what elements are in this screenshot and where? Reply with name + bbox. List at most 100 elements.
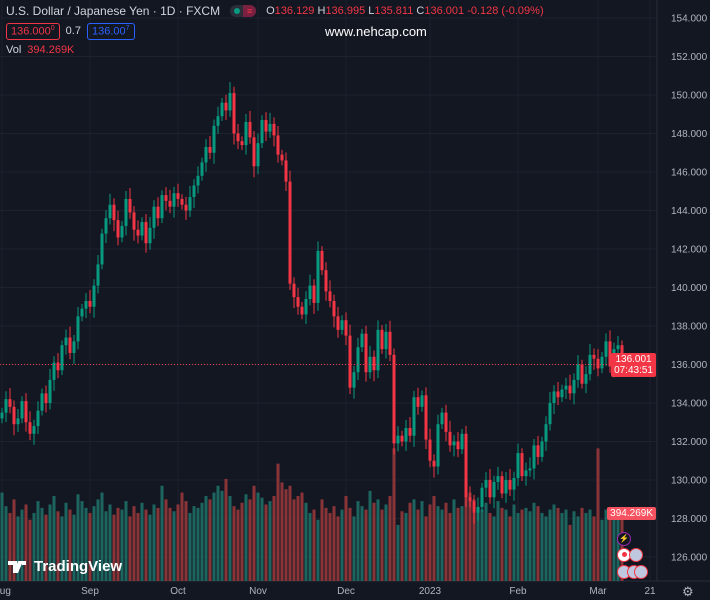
volume-bar — [276, 463, 280, 581]
tradingview-logo[interactable]: TradingView — [8, 558, 122, 575]
volume-bar — [496, 501, 500, 581]
candle-body — [132, 212, 136, 230]
volume-bar — [512, 504, 516, 581]
price-tick-label: 152.000 — [671, 52, 708, 63]
volume-bar — [528, 511, 532, 581]
volume-bar — [156, 507, 160, 581]
volume-bar — [524, 507, 528, 581]
candle-body — [28, 422, 32, 434]
candle-body — [428, 439, 432, 461]
market-status-toggle[interactable]: ≡ — [230, 5, 257, 17]
candle-body — [120, 225, 124, 238]
sell-button[interactable]: 136.0000 — [6, 23, 60, 40]
volume-bar — [556, 507, 560, 581]
volume-bar — [472, 499, 476, 581]
candle-body — [512, 478, 516, 490]
volume-bar — [216, 485, 220, 581]
watermark-text: www.nehcap.com — [325, 24, 427, 39]
candle-body — [328, 291, 332, 301]
candle-body — [100, 233, 104, 265]
volume-bar — [284, 489, 288, 581]
candle-body — [448, 431, 452, 446]
volume-bar — [380, 509, 384, 581]
candle-body — [388, 331, 392, 355]
volume-bar — [164, 499, 168, 581]
volume-bar — [44, 514, 48, 581]
volume-bar — [132, 506, 136, 581]
candle-body — [528, 468, 532, 471]
volume-bar — [200, 502, 204, 581]
candle-body — [412, 397, 416, 436]
candle-body — [604, 341, 608, 357]
volume-bar — [440, 509, 444, 581]
candle-body — [256, 143, 260, 167]
volume-bar — [272, 495, 276, 581]
volume-bar — [184, 501, 188, 581]
time-tick-label: Oct — [170, 586, 186, 597]
candle-body — [300, 306, 304, 315]
candle-body — [176, 193, 180, 199]
volume-bar — [412, 499, 416, 581]
candle-body — [260, 120, 264, 144]
us-flag-event-icon[interactable] — [634, 565, 648, 579]
symbol-title[interactable]: U.S. Dollar / Japanese Yen · 1D · FXCM — [6, 4, 221, 18]
volume-bar — [308, 512, 312, 581]
candle-body — [232, 93, 236, 134]
candle-body — [456, 441, 460, 450]
candle-body — [92, 285, 96, 307]
volume-bar — [48, 504, 52, 581]
spread-value: 0.7 — [65, 25, 81, 38]
time-tick-label: Aug — [0, 586, 11, 597]
volume-bar — [536, 506, 540, 581]
candle-body — [424, 395, 428, 440]
candle-body — [208, 146, 212, 153]
volume-bar — [376, 499, 380, 581]
us-flag-event-icon[interactable] — [629, 548, 643, 562]
volume-bar — [352, 516, 356, 581]
candle-body — [376, 329, 380, 371]
volume-bar — [268, 501, 272, 581]
candle-body — [304, 299, 308, 315]
volume-bar — [488, 512, 492, 581]
volume-bar — [608, 512, 612, 581]
candle-body — [496, 476, 500, 482]
candle-body — [12, 406, 16, 425]
candle-body — [192, 185, 196, 198]
volume-bar — [532, 502, 536, 581]
candle-body — [96, 264, 100, 286]
candle-body — [360, 333, 364, 348]
candle-body — [112, 204, 116, 221]
candle-body — [464, 433, 468, 498]
volume-bar — [144, 509, 148, 581]
volume-bar — [300, 492, 304, 581]
volume-bar — [544, 516, 548, 581]
volume-bar — [76, 494, 80, 581]
volume-bar — [24, 504, 28, 581]
volume-bar — [72, 514, 76, 581]
volume-bar — [280, 482, 284, 581]
candle-body — [340, 320, 344, 330]
volume-bar — [220, 490, 224, 581]
candle-body — [24, 401, 28, 423]
candle-body — [488, 480, 492, 498]
candle-body — [468, 497, 472, 502]
candle-body — [608, 341, 612, 367]
volume-bar — [128, 516, 132, 581]
volume-bar — [400, 511, 404, 581]
buy-button[interactable]: 136.007 — [86, 23, 135, 40]
candle-body — [504, 480, 508, 494]
volume-bar — [88, 512, 92, 581]
price-tick-label: 150.000 — [671, 91, 708, 102]
candle-body — [272, 123, 276, 136]
settings-gear-icon[interactable]: ⚙ — [682, 584, 694, 599]
price-tick-label: 132.000 — [671, 437, 708, 448]
lightning-event-icon[interactable]: ⚡ — [617, 532, 631, 546]
volume-bar — [80, 501, 84, 581]
candle-body — [568, 385, 572, 394]
candle-body — [452, 441, 456, 446]
volume-bar — [384, 504, 388, 581]
candle-body — [308, 285, 312, 300]
volume-bar — [256, 492, 260, 581]
volume-bar — [36, 501, 40, 581]
